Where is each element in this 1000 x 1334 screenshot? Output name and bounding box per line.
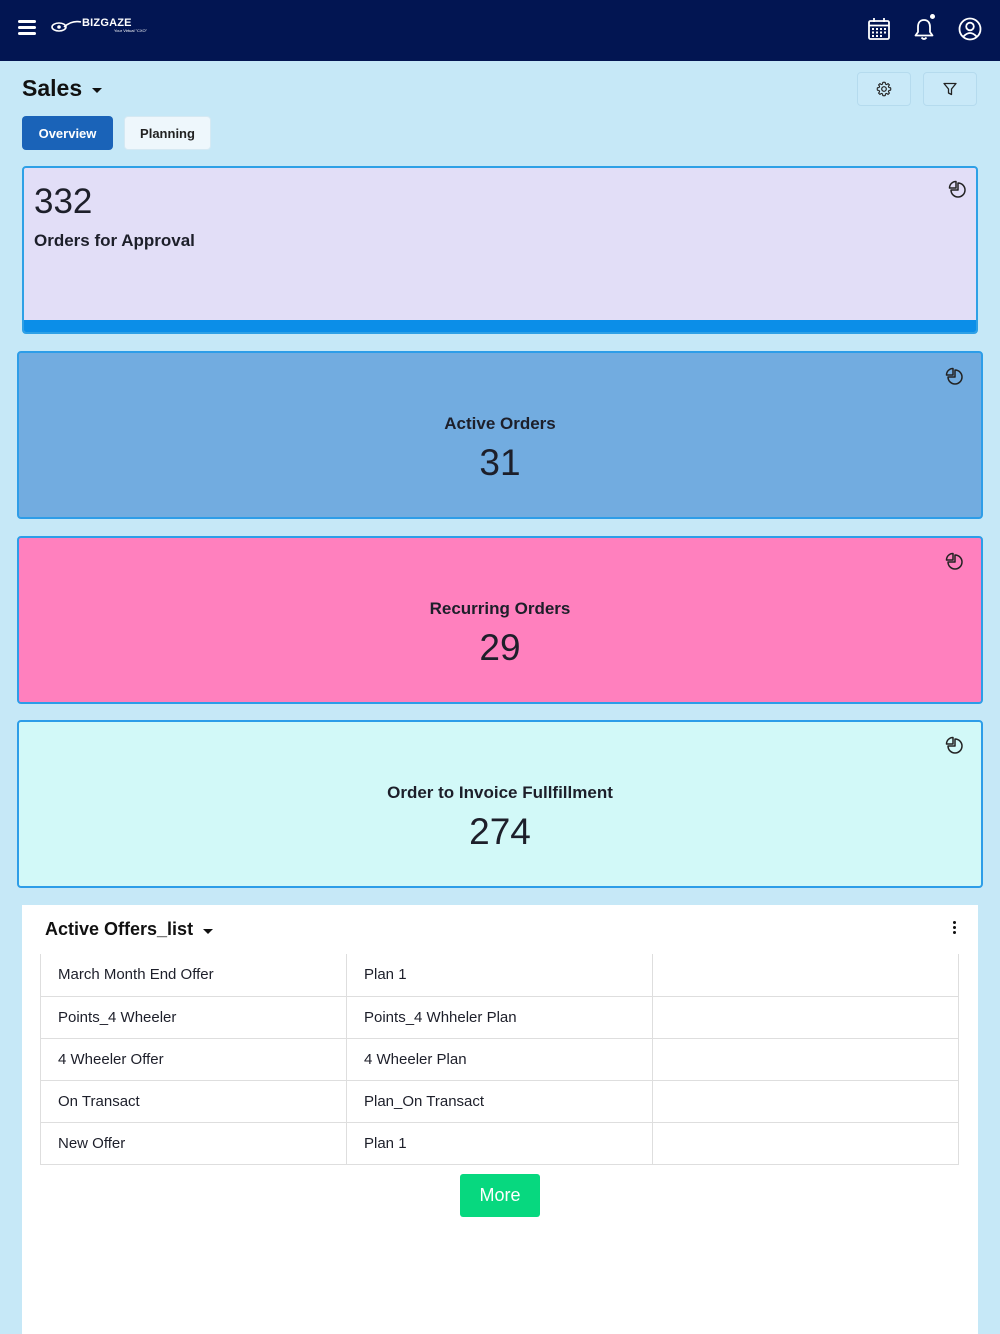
offers-table: March Month End Offer Plan 1 Points_4 Wh… <box>40 954 959 1165</box>
card-label: Active Orders <box>444 414 556 433</box>
table-row[interactable]: March Month End Offer Plan 1 <box>40 954 959 997</box>
card-label: Recurring Orders <box>429 599 571 618</box>
app-logo[interactable]: BIZGAZE Your Virtual "CXO" <box>50 18 147 33</box>
more-options-icon[interactable] <box>950 921 958 937</box>
page-title-dropdown[interactable]: Sales <box>22 75 103 102</box>
list-title-dropdown[interactable]: Active Offers_list <box>45 919 214 940</box>
notification-dot <box>929 13 936 20</box>
empty-cell <box>652 1037 959 1081</box>
pie-chart-icon[interactable] <box>945 736 965 756</box>
list-title: Active Offers_list <box>45 919 194 939</box>
empty-cell <box>652 1079 959 1123</box>
table-row[interactable]: 4 Wheeler Offer 4 Wheeler Plan <box>40 1037 959 1081</box>
filter-icon <box>943 82 957 96</box>
plan-name-cell: Plan 1 <box>346 954 653 997</box>
card-value: 274 <box>469 811 531 852</box>
offer-name-cell: New Offer <box>40 1121 347 1165</box>
card-label: Order to Invoice Fullfillment <box>387 783 613 802</box>
pie-chart-icon[interactable] <box>948 180 968 200</box>
bizgaze-logo-mark <box>51 20 82 32</box>
plan-name-cell: 4 Wheeler Plan <box>346 1037 653 1081</box>
bell-icon[interactable] <box>911 13 937 42</box>
more-button[interactable]: More <box>460 1174 540 1217</box>
menu-icon[interactable] <box>18 20 36 38</box>
pie-chart-icon[interactable] <box>945 552 965 572</box>
card-label: Orders for Approval <box>34 231 195 250</box>
recurring-orders-card[interactable]: Recurring Orders 29 <box>17 536 983 704</box>
offer-name-cell: March Month End Offer <box>40 954 347 997</box>
user-icon[interactable] <box>957 16 983 42</box>
empty-cell <box>652 995 959 1039</box>
page-title: Sales <box>22 75 83 101</box>
empty-cell <box>652 1121 959 1165</box>
card-accent-bar <box>24 320 976 332</box>
card-value: 29 <box>479 627 521 668</box>
plan-name-cell: Points_4 Whheler Plan <box>346 995 653 1039</box>
offer-name-cell: 4 Wheeler Offer <box>40 1037 347 1081</box>
active-offers-panel: Active Offers_list March Month End Offer… <box>22 905 978 1334</box>
top-navigation-bar: BIZGAZE Your Virtual "CXO" <box>0 0 1000 61</box>
order-to-invoice-card[interactable]: Order to Invoice Fullfillment 274 <box>17 720 983 888</box>
active-orders-card[interactable]: Active Orders 31 <box>17 351 983 519</box>
filter-button[interactable] <box>923 72 977 106</box>
logo-tagline: Your Virtual "CXO" <box>114 28 148 33</box>
tab-overview[interactable]: Overview <box>22 116 113 150</box>
plan-name-cell: Plan_On Transact <box>346 1079 653 1123</box>
tab-planning[interactable]: Planning <box>124 116 211 150</box>
calendar-icon[interactable] <box>866 16 892 42</box>
chevron-down-icon <box>92 88 103 93</box>
chevron-down-icon <box>203 929 214 934</box>
plan-name-cell: Plan 1 <box>346 1121 653 1165</box>
gear-icon <box>876 81 892 97</box>
logo-text: BIZGAZE <box>82 17 132 29</box>
card-value: 31 <box>479 442 521 483</box>
orders-for-approval-card[interactable]: 332 Orders for Approval <box>22 166 978 334</box>
card-value: 332 <box>34 182 93 221</box>
empty-cell <box>652 954 959 997</box>
pie-chart-icon[interactable] <box>945 367 965 387</box>
settings-button[interactable] <box>857 72 911 106</box>
table-row[interactable]: New Offer Plan 1 <box>40 1121 959 1165</box>
table-row[interactable]: Points_4 Wheeler Points_4 Whheler Plan <box>40 995 959 1039</box>
table-row[interactable]: On Transact Plan_On Transact <box>40 1079 959 1123</box>
offer-name-cell: Points_4 Wheeler <box>40 995 347 1039</box>
offer-name-cell: On Transact <box>40 1079 347 1123</box>
